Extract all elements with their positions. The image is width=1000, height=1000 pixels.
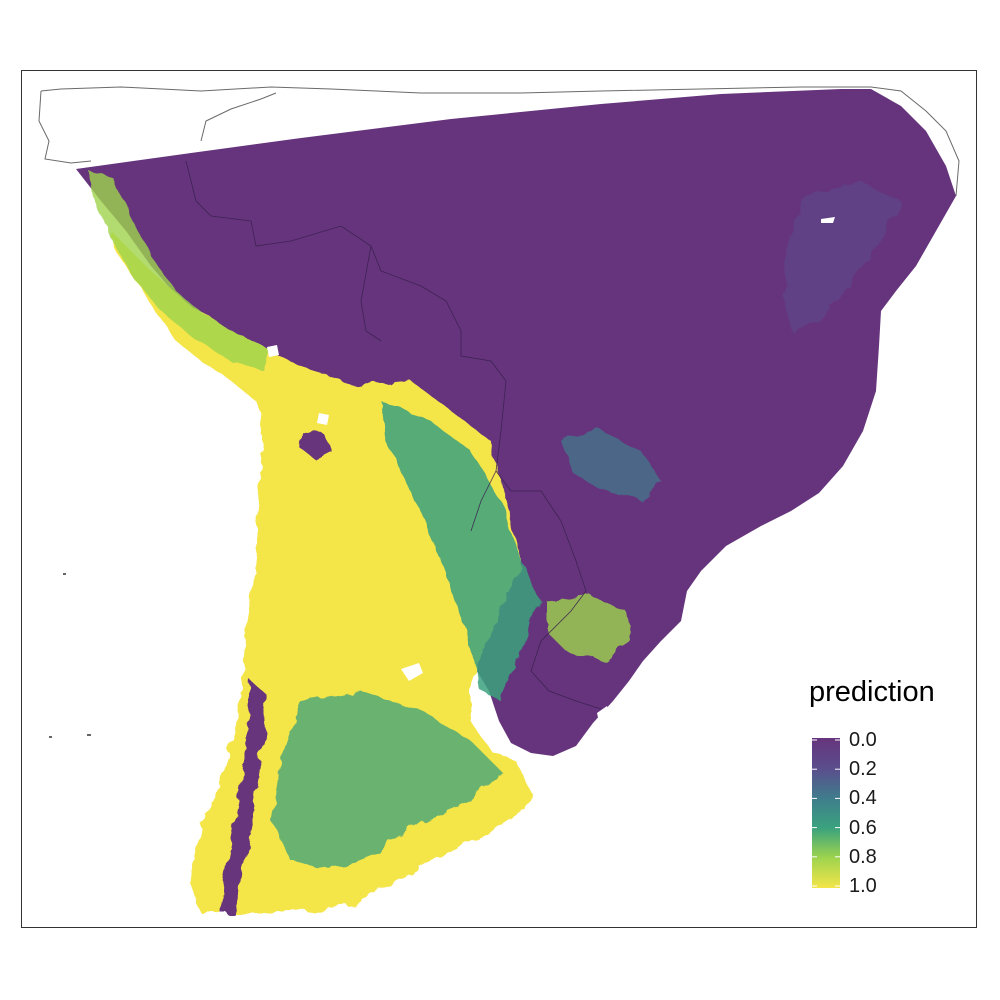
legend-label: 0.6 xyxy=(849,816,877,839)
legend-label: 0.2 xyxy=(849,758,877,781)
legend-label: 0.0 xyxy=(849,729,877,751)
lake xyxy=(267,345,279,357)
mid-prediction-band xyxy=(89,171,271,373)
legend-label: 0.8 xyxy=(849,845,877,868)
mid-prediction-band xyxy=(381,401,541,701)
lake xyxy=(597,706,613,731)
legend-colorbar xyxy=(812,738,840,888)
island xyxy=(63,573,66,575)
legend-label: 0.4 xyxy=(849,787,877,810)
map-panel xyxy=(21,70,977,928)
lake xyxy=(821,217,835,223)
continent-outline xyxy=(40,86,960,197)
mid-prediction-band xyxy=(546,596,631,661)
prediction-map xyxy=(38,86,960,913)
mid-prediction-band xyxy=(271,691,501,871)
legend-label: 1.0 xyxy=(849,875,877,897)
low-prediction-region xyxy=(299,431,331,459)
low-prediction-region xyxy=(76,89,956,756)
island xyxy=(49,736,52,738)
lake xyxy=(401,663,423,681)
island xyxy=(87,734,91,736)
country-borders xyxy=(185,160,602,710)
low-prediction-region xyxy=(221,681,265,913)
continent-outline xyxy=(200,92,277,142)
mid-prediction-band xyxy=(561,431,661,501)
mid-prediction-band xyxy=(781,181,901,331)
continent-outline xyxy=(38,90,92,164)
lake xyxy=(623,669,653,706)
legend-title: prediction xyxy=(809,676,935,708)
lake xyxy=(317,413,329,425)
